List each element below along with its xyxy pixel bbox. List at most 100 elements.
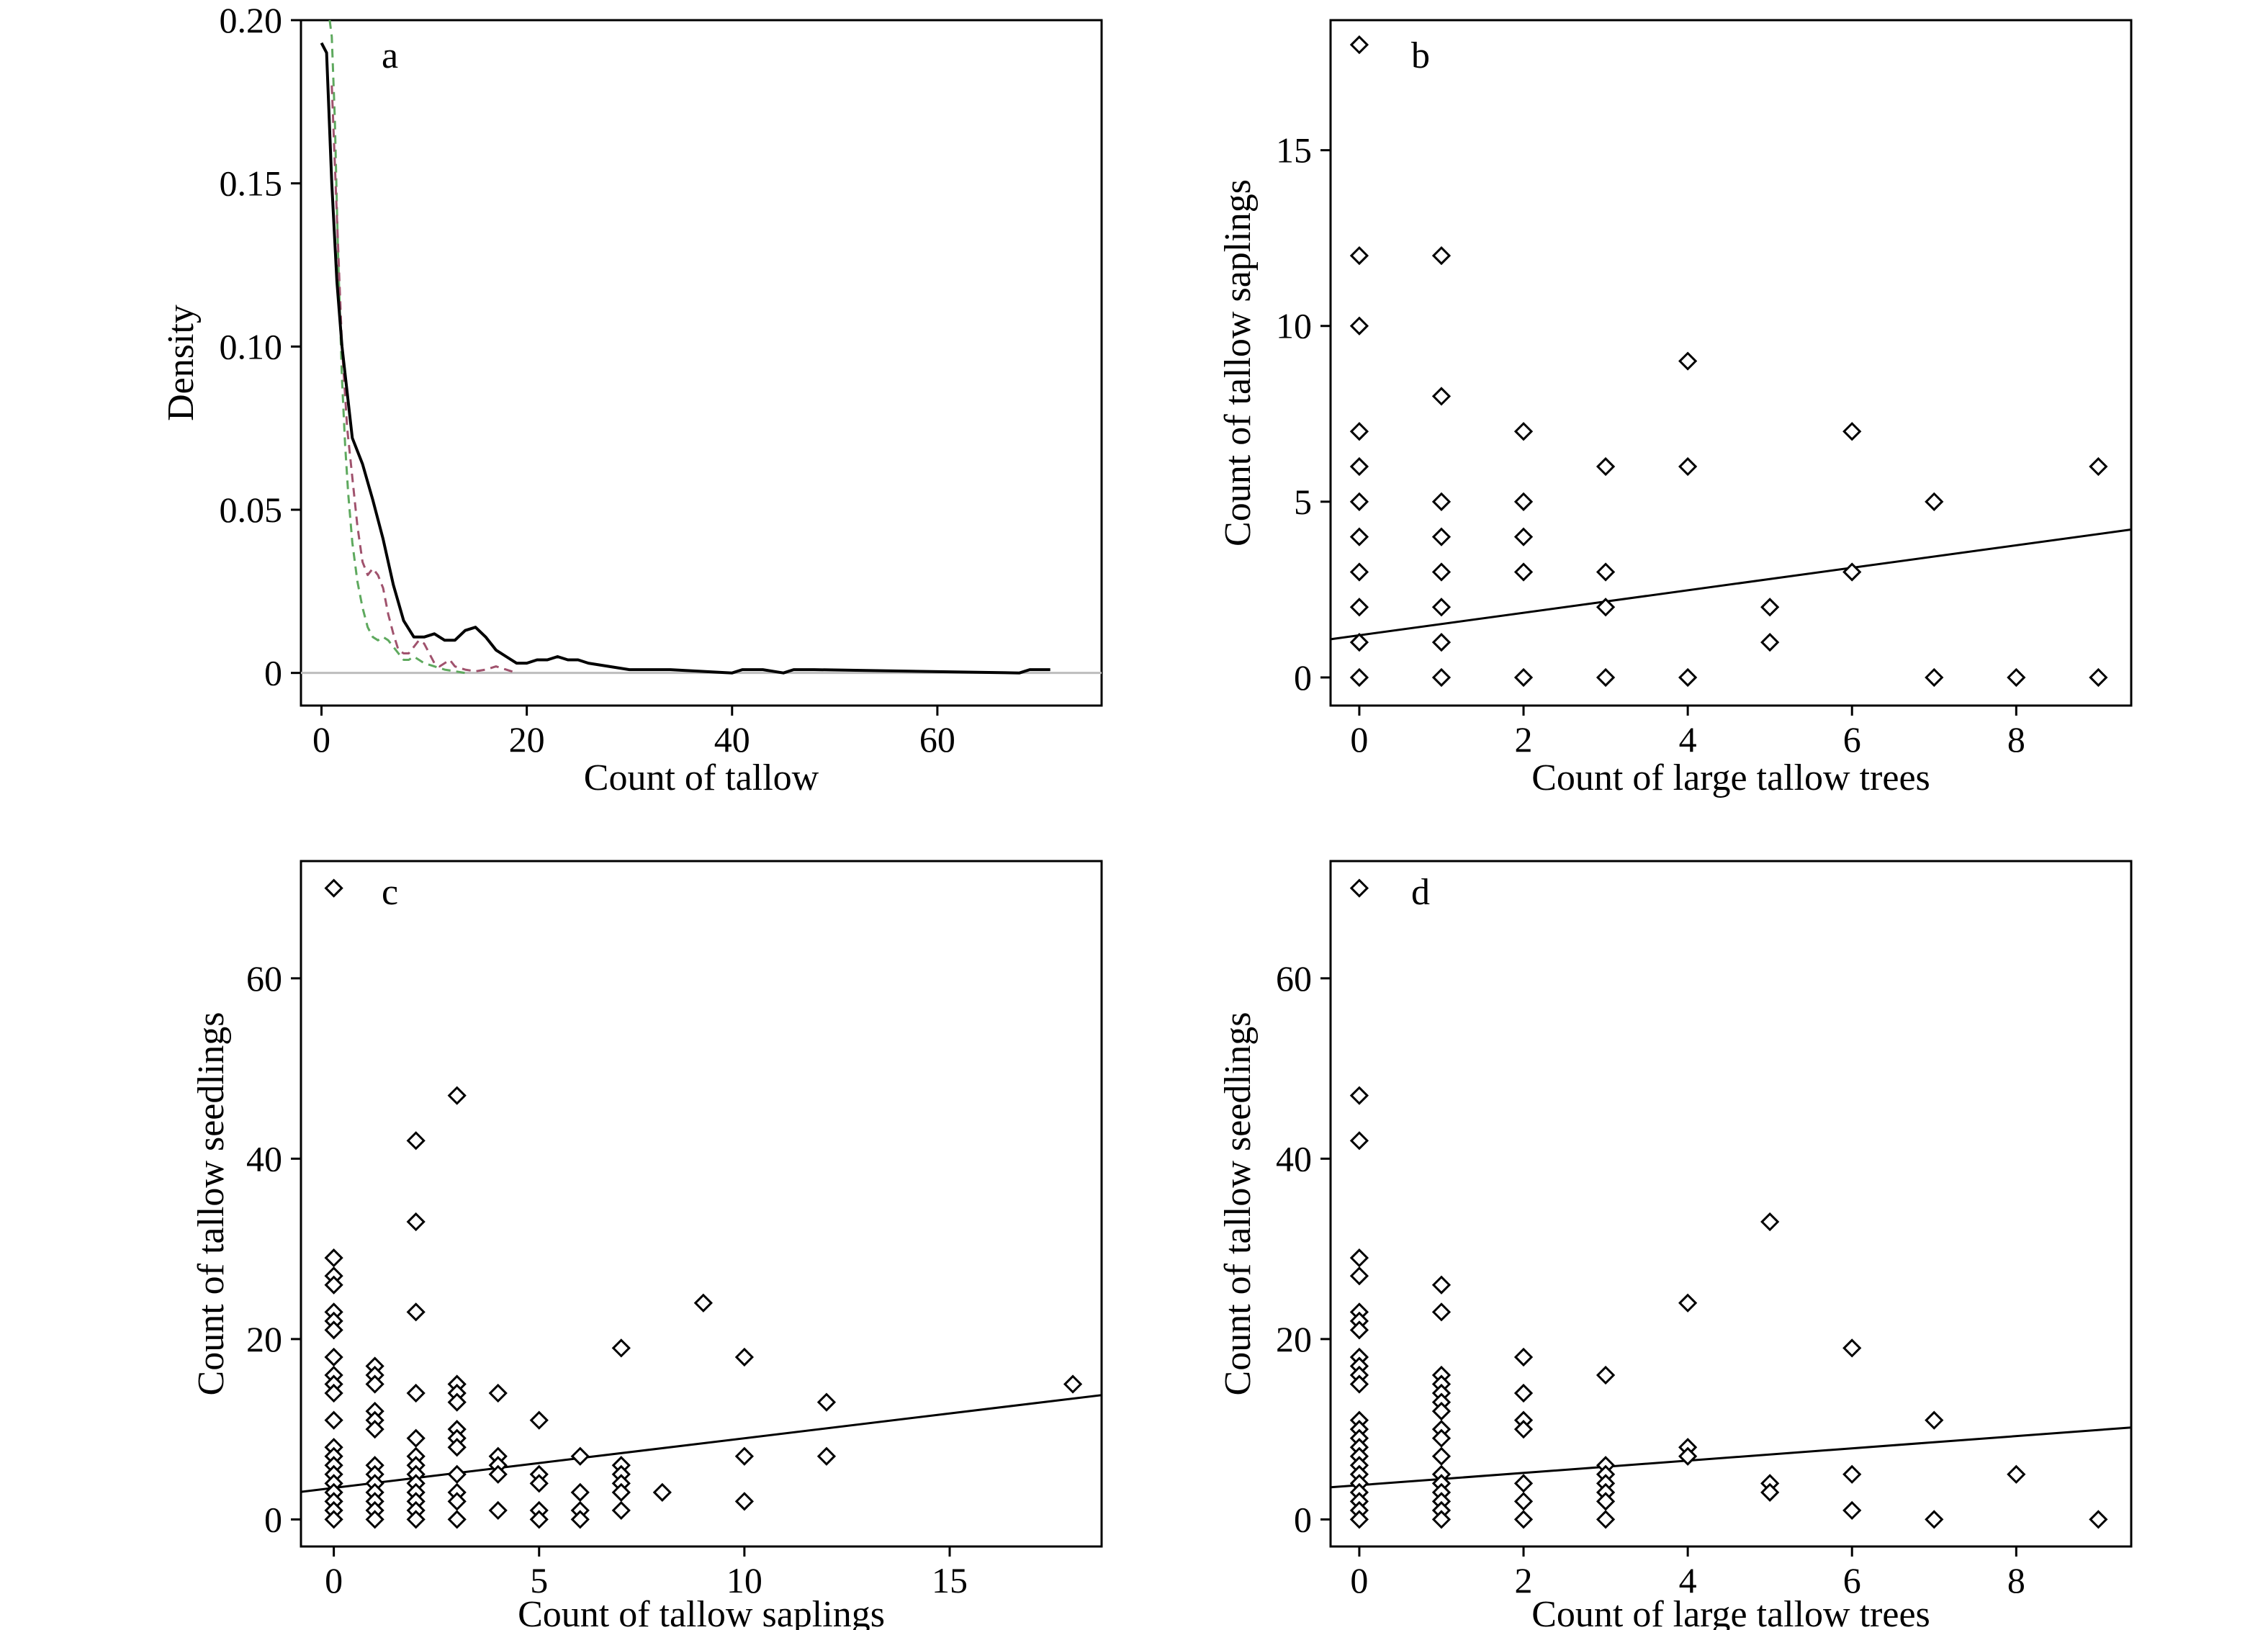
data-point: [447, 1392, 467, 1412]
data-point: [488, 1383, 508, 1403]
density-series-line: [320, 42, 1050, 675]
data-point: [1349, 562, 1369, 582]
data-point: [1349, 246, 1369, 266]
plot-frame: [1329, 19, 2133, 707]
data-point: [324, 1275, 343, 1294]
data-point: [570, 1482, 590, 1502]
data-point: [2089, 1510, 2108, 1529]
y-tick-label: 0.05: [220, 490, 283, 530]
data-point: [1842, 562, 1862, 582]
data-point: [611, 1338, 631, 1358]
data-point: [1431, 1401, 1452, 1421]
data-point: [1349, 456, 1369, 477]
y-tick-label: 0.15: [220, 163, 283, 204]
data-point: [324, 1248, 343, 1268]
y-tick-label: 40: [1276, 1138, 1312, 1179]
data-point: [1760, 1482, 1780, 1502]
data-point: [611, 1482, 631, 1502]
data-point: [1349, 1248, 1369, 1268]
data-point: [1760, 633, 1780, 652]
x-tick-label: 4: [1679, 1560, 1697, 1600]
data-point: [2089, 456, 2108, 477]
data-point: [1596, 456, 1616, 477]
data-point: [1431, 1302, 1452, 1322]
data-point: [1513, 562, 1534, 582]
data-point: [447, 1086, 467, 1105]
x-tick-label: 10: [726, 1560, 762, 1600]
data-point: [1349, 1131, 1369, 1151]
data-point: [1349, 1320, 1369, 1340]
data-point: [324, 1320, 343, 1340]
x-axis-title: Count of tallow: [584, 757, 819, 798]
data-point: [1431, 527, 1452, 546]
data-point: [447, 1464, 467, 1484]
y-axis-ticks: 0 5 10 15: [1276, 130, 1331, 698]
y-tick-label: 0: [1294, 1499, 1312, 1539]
data-point: [1513, 1347, 1534, 1367]
data-point: [406, 1383, 426, 1403]
data-point: [406, 1131, 426, 1151]
data-point: [734, 1492, 755, 1511]
data-point: [2007, 1464, 2026, 1484]
data-point: [1925, 667, 1944, 688]
data-point: [1513, 492, 1534, 511]
data-point: [1513, 1420, 1534, 1439]
y-axis-title: Density: [161, 305, 202, 421]
y-tick-label: 0: [264, 653, 282, 693]
data-point: [1678, 1293, 1698, 1312]
data-point: [1431, 667, 1452, 688]
data-point: [365, 1420, 384, 1439]
data-point: [1678, 1446, 1698, 1466]
x-tick-label: 0: [312, 719, 330, 760]
data-point: [611, 1500, 631, 1521]
data-point: [1842, 1338, 1862, 1358]
y-tick-label: 20: [246, 1319, 282, 1359]
data-point: [488, 1500, 508, 1521]
data-point: [529, 1410, 549, 1430]
data-point: [1678, 667, 1698, 688]
data-point: [1431, 1428, 1452, 1448]
data-point: [570, 1510, 590, 1529]
x-tick-label: 0: [1350, 719, 1368, 760]
regression-line: [300, 1394, 1102, 1493]
data-point: [1349, 1510, 1369, 1529]
y-tick-label: 0.20: [220, 0, 283, 40]
data-point: [1431, 633, 1452, 652]
x-tick-label: 15: [932, 1560, 968, 1600]
data-point: [1431, 492, 1452, 511]
panel-d: d Count of large tallow trees Count of t…: [1218, 860, 2133, 1630]
data-point: [652, 1482, 672, 1502]
data-point: [1596, 562, 1616, 582]
plot-frame: [300, 860, 1103, 1548]
data-point: [324, 1347, 343, 1367]
y-axis-title: Count of tallow seedlings: [191, 1012, 232, 1396]
data-point: [1349, 878, 1369, 898]
data-point: [1431, 387, 1452, 406]
data-point: [1842, 1464, 1862, 1484]
data-point: [447, 1510, 467, 1529]
data-point: [1513, 1510, 1534, 1529]
y-axis-title: Count of tallow seedlings: [1218, 1012, 1259, 1396]
data-point: [406, 1428, 426, 1448]
data-point: [488, 1464, 508, 1484]
y-axis-ticks: 0 20 40 60: [246, 958, 301, 1539]
data-point: [693, 1293, 713, 1312]
plot-frame: [300, 19, 1103, 707]
density-curves: [301, 19, 1102, 675]
data-point: [324, 1410, 343, 1430]
panel-b: b Count of large tallow trees Count of t…: [1218, 19, 2133, 798]
data-point: [1349, 1086, 1369, 1105]
x-axis-ticks: 0 20 40 60: [312, 706, 955, 760]
scatter-points: [1330, 878, 2132, 1529]
x-axis-ticks: 0 2 4 6 8: [1350, 706, 2025, 760]
x-tick-label: 2: [1515, 1560, 1533, 1600]
y-tick-label: 60: [246, 958, 282, 999]
panel-letter: c: [382, 872, 398, 913]
data-point: [324, 878, 343, 898]
data-point: [1431, 562, 1452, 582]
x-tick-label: 6: [1843, 719, 1861, 760]
y-tick-label: 0.10: [220, 326, 283, 366]
data-point: [816, 1392, 837, 1412]
panel-a: a Count of tallow Density 0 20 40 60 00.050…: [161, 0, 1103, 798]
x-tick-label: 0: [1350, 1560, 1368, 1600]
